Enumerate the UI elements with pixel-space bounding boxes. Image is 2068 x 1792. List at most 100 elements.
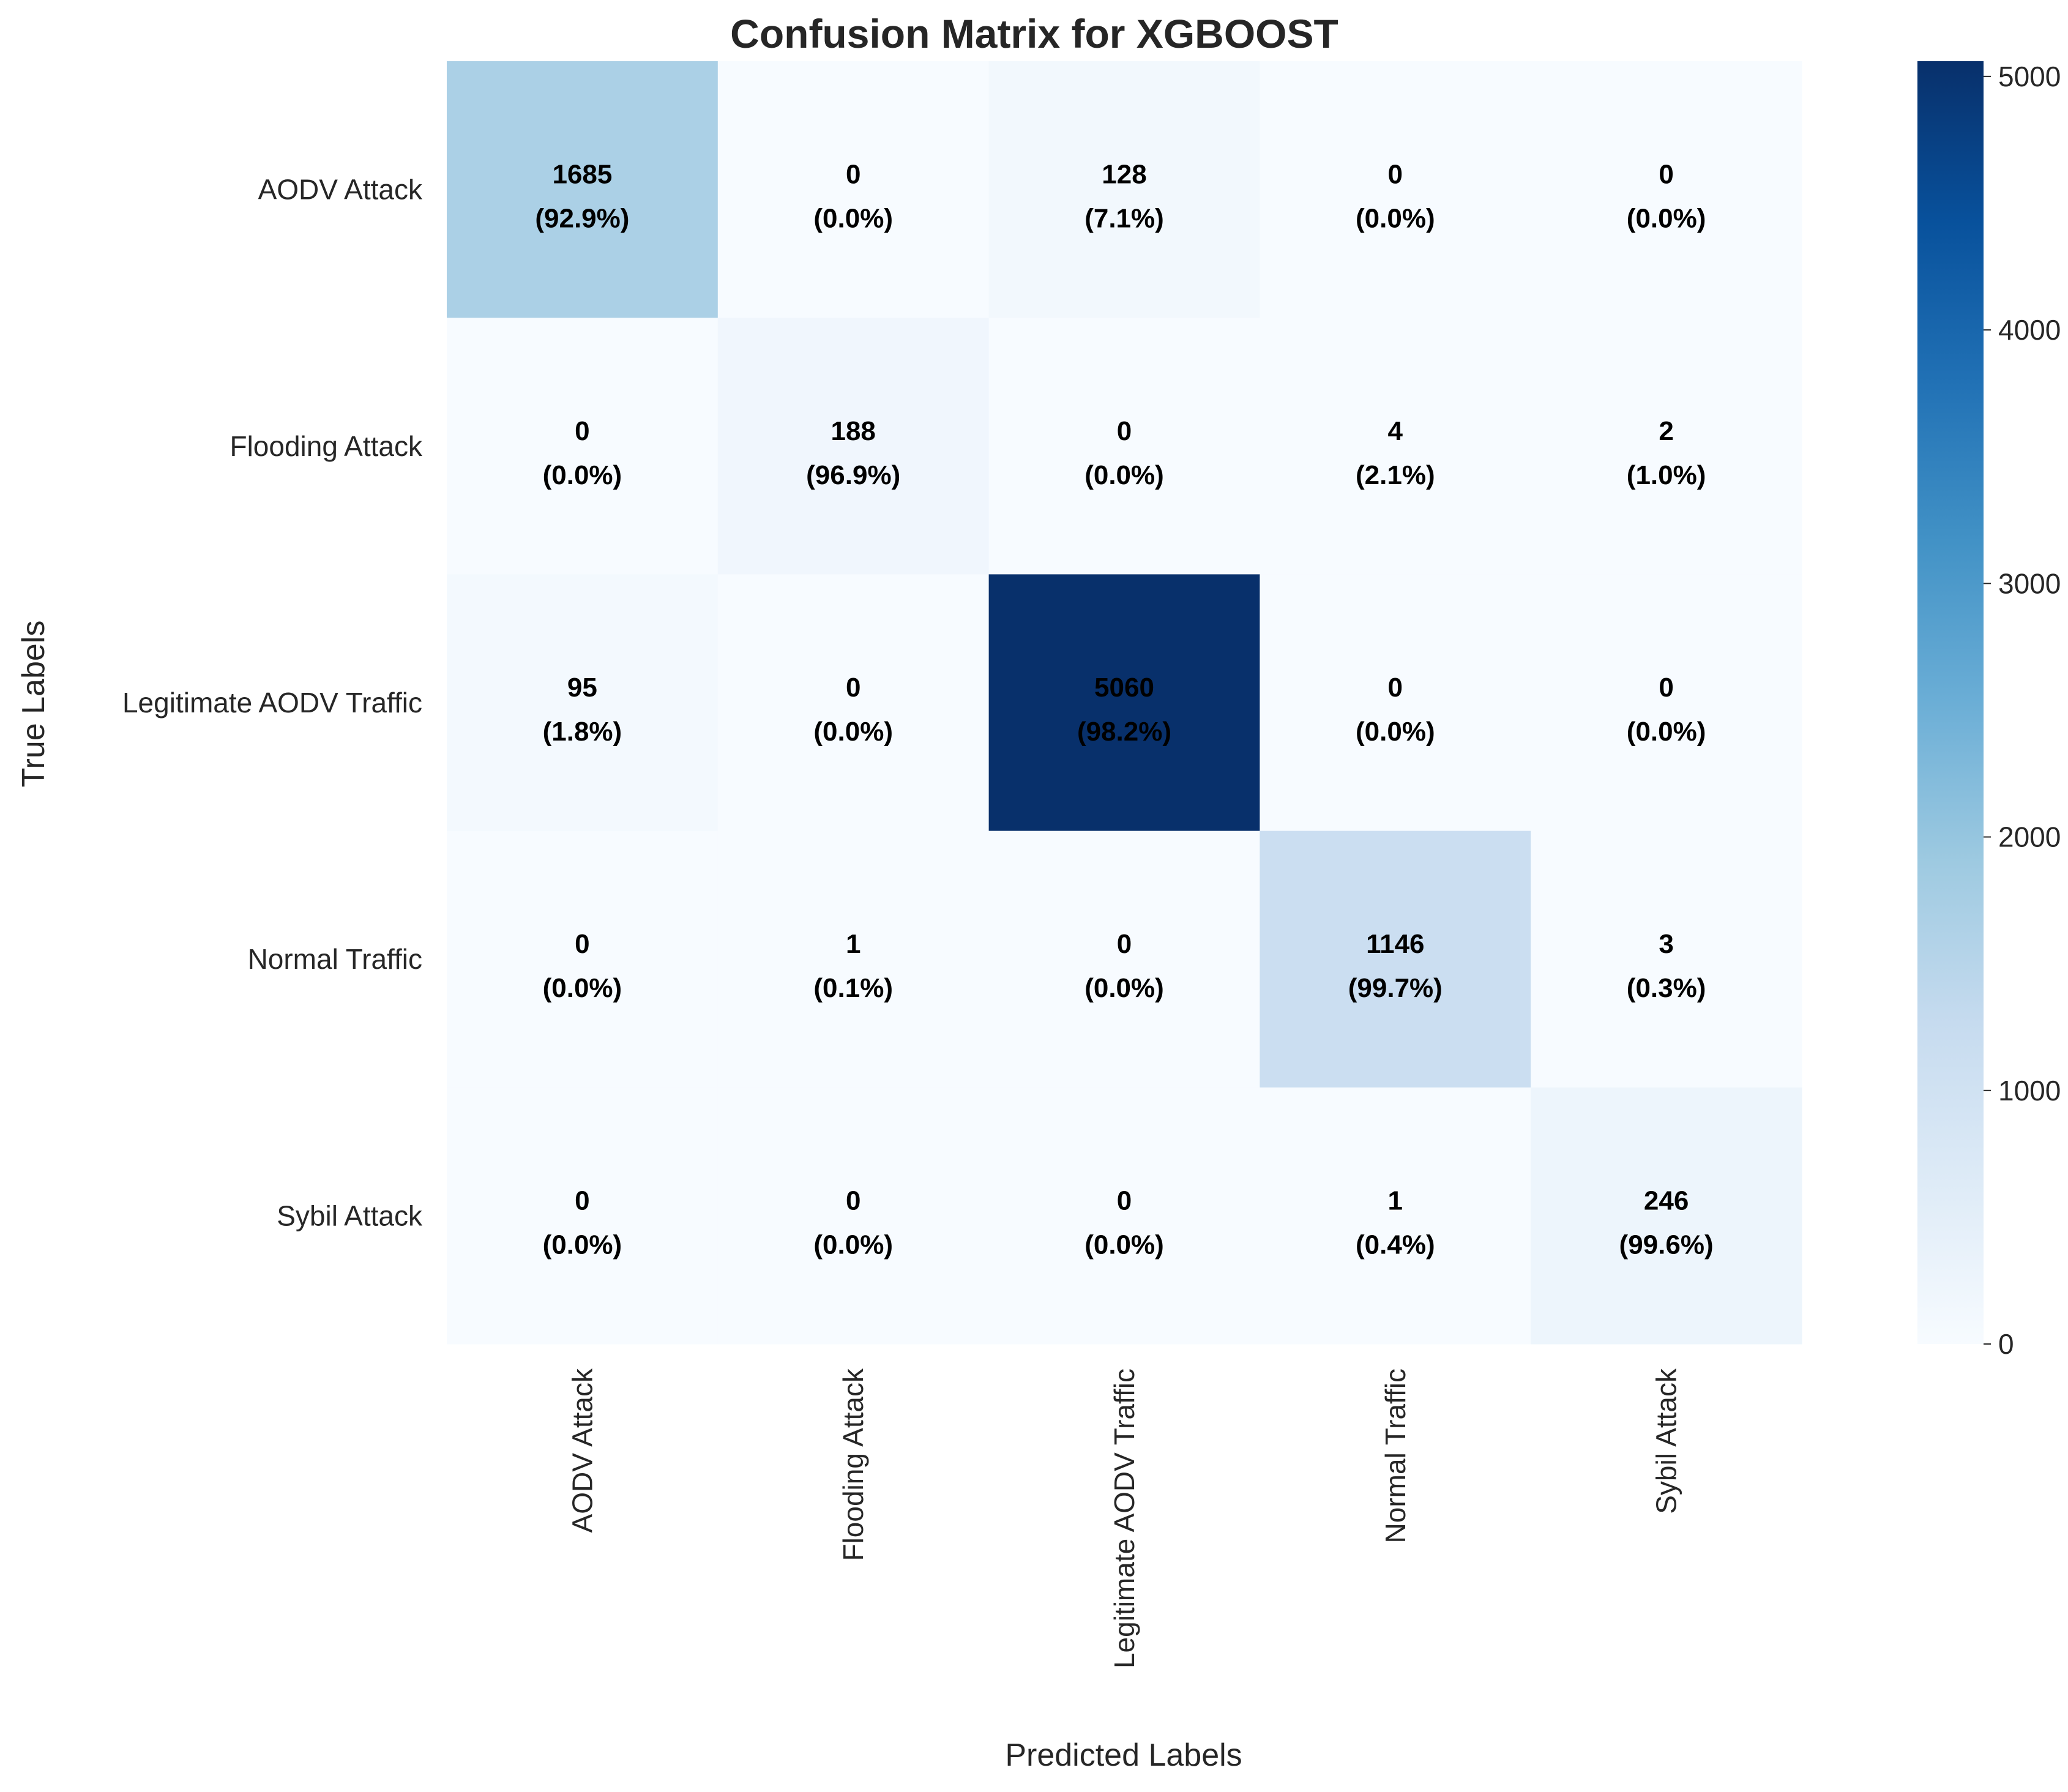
- cell-percent-label: (0.0%): [1084, 973, 1164, 1003]
- y-tick-label: Normal Traffic: [248, 943, 422, 975]
- cell-percent-label: (92.9%): [535, 204, 629, 234]
- cell-percent-label: (0.0%): [813, 1230, 893, 1260]
- cell-count-label: 0: [1659, 673, 1673, 703]
- cell-count-label: 1: [846, 929, 860, 959]
- cell-percent-label: (0.3%): [1627, 973, 1706, 1003]
- colorbar-tick-label: 1000: [1998, 1075, 2061, 1107]
- heatmap-cell: [1260, 574, 1531, 832]
- heatmap-cell: [717, 318, 990, 575]
- heatmap-cells: 1685 (92.9%) 0 (0.0%) 128 (7.1%) 0 (0.0%) 0 (0.0%…: [447, 61, 1802, 1345]
- cell-count-label: 0: [1117, 416, 1132, 446]
- heatmap-cell: [447, 831, 719, 1088]
- cell-count-label: 188: [831, 416, 875, 446]
- cell-count-label: 0: [1388, 160, 1403, 190]
- heatmap-cell: [1531, 61, 1802, 318]
- chart-title: Confusion Matrix for XGBOOST: [730, 11, 1338, 56]
- cell-count-label: 0: [1659, 160, 1673, 190]
- y-tick-label: AODV Attack: [258, 174, 423, 206]
- heatmap-cell: [988, 61, 1260, 318]
- heatmap-cell: [717, 831, 990, 1088]
- y-tick-label: Flooding Attack: [230, 430, 423, 462]
- cell-percent-label: (0.0%): [1084, 1230, 1164, 1260]
- cell-count-label: 95: [567, 673, 597, 703]
- cell-percent-label: (0.4%): [1356, 1230, 1435, 1260]
- heatmap-cell: [1531, 574, 1802, 832]
- heatmap-cell: [1531, 318, 1802, 575]
- cell-percent-label: (0.0%): [1356, 717, 1435, 747]
- heatmap-cell: [717, 574, 990, 832]
- cell-percent-label: (0.0%): [543, 1230, 622, 1260]
- heatmap-cell: [1531, 831, 1802, 1088]
- colorbar-tick-label: 4000: [1998, 314, 2061, 346]
- heatmap-cell: [447, 1087, 719, 1345]
- colorbar-ticks: 0 1000 2000 3000 4000 5000: [1984, 61, 2061, 1360]
- x-tick-label: AODV Attack: [566, 1368, 598, 1533]
- cell-percent-label: (7.1%): [1084, 204, 1164, 234]
- cell-count-label: 1146: [1366, 929, 1424, 959]
- cell-percent-label: (99.6%): [1619, 1230, 1714, 1260]
- x-axis-label: Predicted Labels: [1005, 1738, 1242, 1773]
- heatmap-cell: [1260, 1087, 1531, 1345]
- cell-percent-label: (1.0%): [1627, 460, 1706, 490]
- colorbar-tick-label: 3000: [1998, 567, 2061, 599]
- cell-percent-label: (0.0%): [1627, 204, 1706, 234]
- heatmap-cell: [988, 574, 1260, 832]
- cell-percent-label: (0.0%): [543, 460, 622, 490]
- y-tick-label: Legitimate AODV Traffic: [122, 687, 422, 719]
- cell-percent-label: (2.1%): [1356, 460, 1435, 490]
- cell-count-label: 128: [1102, 160, 1146, 190]
- cell-percent-label: (99.7%): [1348, 973, 1443, 1003]
- heatmap-cell: [717, 61, 990, 318]
- heatmap-cell: [988, 318, 1260, 575]
- heatmap-cell: [447, 61, 719, 318]
- cell-count-label: 0: [575, 416, 589, 446]
- cell-count-label: 246: [1644, 1185, 1689, 1215]
- cell-count-label: 3: [1659, 929, 1673, 959]
- cell-count-label: 0: [1388, 673, 1403, 703]
- cell-count-label: 4: [1388, 416, 1403, 446]
- cell-count-label: 0: [575, 929, 589, 959]
- x-tick-labels: AODV Attack Flooding Attack Legitimate AOD…: [566, 1368, 1682, 1668]
- cell-count-label: 0: [575, 1185, 589, 1215]
- cell-percent-label: (98.2%): [1077, 717, 1171, 747]
- cell-percent-label: (0.0%): [1084, 460, 1164, 490]
- cell-count-label: 0: [846, 673, 860, 703]
- heatmap-cell: [447, 574, 719, 832]
- cell-percent-label: (0.0%): [1356, 204, 1435, 234]
- cell-percent-label: (0.0%): [813, 717, 893, 747]
- heatmap-cell: [717, 1087, 990, 1345]
- cell-count-label: 2: [1659, 416, 1673, 446]
- cell-count-label: 0: [1117, 929, 1132, 959]
- cell-count-label: 1685: [552, 160, 612, 190]
- heatmap-cell: [447, 318, 719, 575]
- x-tick-label: Flooding Attack: [837, 1368, 869, 1561]
- heatmap-cell: [1260, 318, 1531, 575]
- colorbar-tick-label: 5000: [1998, 61, 2061, 92]
- y-tick-labels: AODV Attack Flooding Attack Legitimate AOD…: [122, 174, 423, 1232]
- heatmap-cell: [1260, 831, 1531, 1088]
- cell-percent-label: (1.8%): [543, 717, 622, 747]
- cell-percent-label: (0.0%): [543, 973, 622, 1003]
- colorbar: [1917, 61, 1984, 1344]
- colorbar-tick-label: 2000: [1998, 821, 2061, 853]
- cell-count-label: 0: [846, 1185, 860, 1215]
- colorbar-tick-label: 0: [1998, 1328, 2014, 1360]
- cell-percent-label: (0.0%): [813, 204, 893, 234]
- cell-count-label: 0: [846, 160, 860, 190]
- heatmap-cell: [1531, 1087, 1802, 1345]
- cell-count-label: 5060: [1094, 673, 1154, 703]
- heatmap-cell: [988, 1087, 1260, 1345]
- cell-percent-label: (0.0%): [1627, 717, 1706, 747]
- x-tick-label: Normal Traffic: [1379, 1368, 1411, 1543]
- cell-percent-label: (96.9%): [806, 460, 900, 490]
- y-axis-label: True Labels: [16, 621, 51, 788]
- x-tick-label: Legitimate AODV Traffic: [1108, 1368, 1140, 1668]
- heatmap-cell: [1260, 61, 1531, 318]
- x-tick-label: Sybil Attack: [1651, 1368, 1682, 1514]
- y-tick-label: Sybil Attack: [277, 1200, 423, 1231]
- cell-count-label: 0: [1117, 1185, 1132, 1215]
- heatmap-cell: [988, 831, 1260, 1088]
- cell-count-label: 1: [1388, 1185, 1403, 1215]
- cell-percent-label: (0.1%): [813, 973, 893, 1003]
